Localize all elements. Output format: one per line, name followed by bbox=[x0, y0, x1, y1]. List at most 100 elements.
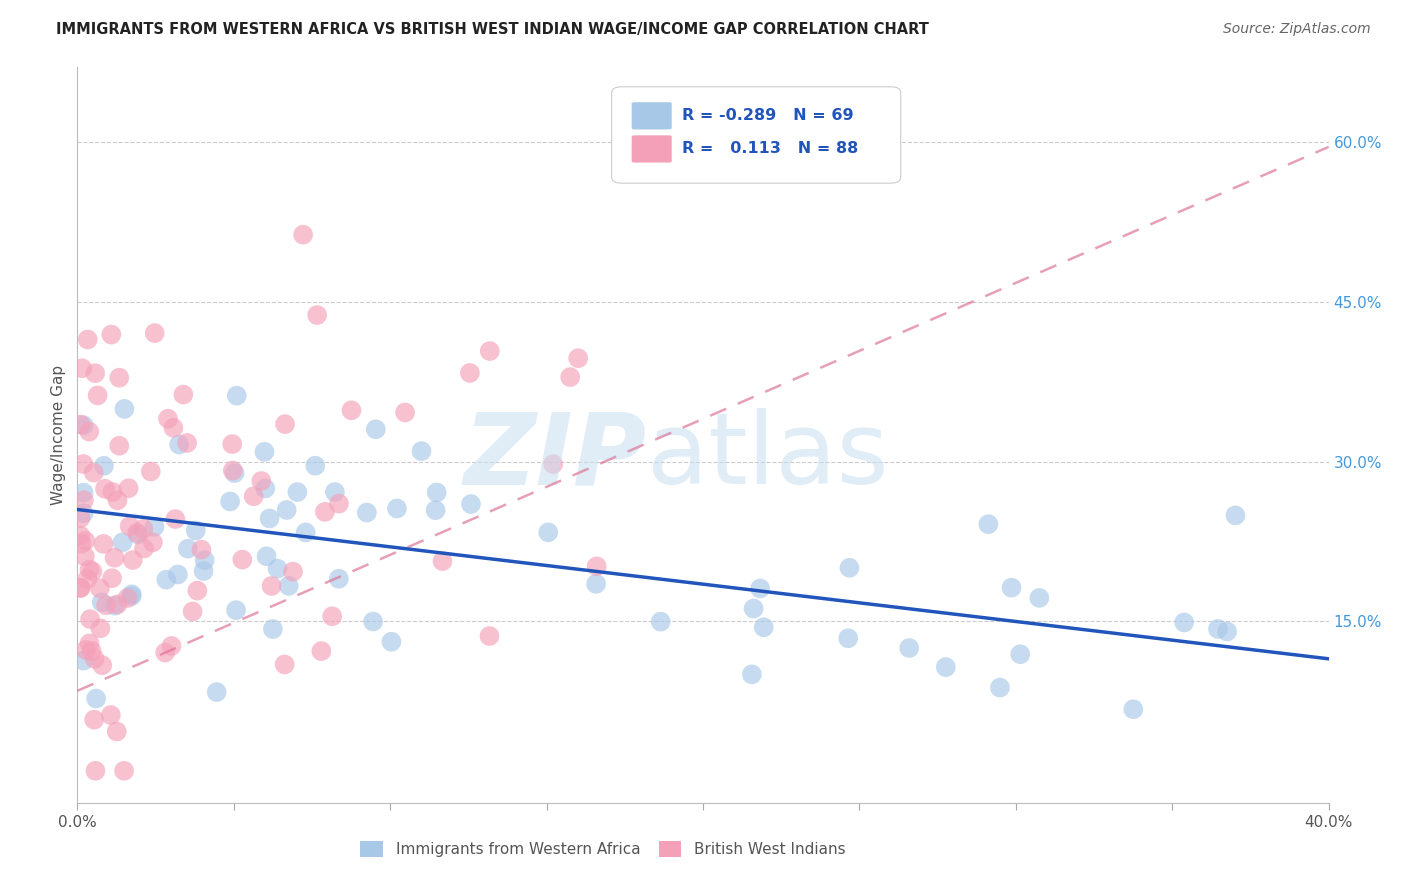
Point bbox=[111, 535, 134, 549]
Point bbox=[118, 519, 141, 533]
Point bbox=[132, 522, 155, 536]
Text: ZIP: ZIP bbox=[464, 409, 647, 506]
Point bbox=[73, 493, 96, 508]
Point bbox=[1225, 508, 1247, 523]
Point bbox=[104, 599, 127, 613]
Point bbox=[83, 713, 105, 727]
Point bbox=[70, 537, 93, 551]
Point bbox=[86, 388, 108, 402]
Point bbox=[93, 458, 115, 473]
Point bbox=[76, 333, 98, 347]
Point bbox=[837, 632, 859, 646]
Point bbox=[108, 370, 131, 384]
Point bbox=[93, 537, 115, 551]
Point bbox=[314, 505, 336, 519]
Point bbox=[91, 658, 114, 673]
Point bbox=[977, 517, 1000, 532]
Point bbox=[107, 598, 129, 612]
Point bbox=[75, 533, 97, 548]
Point bbox=[1028, 591, 1050, 605]
Point bbox=[935, 660, 957, 674]
Point bbox=[75, 643, 97, 657]
Point bbox=[112, 401, 135, 416]
Point bbox=[585, 559, 607, 574]
Point bbox=[101, 485, 124, 500]
Point bbox=[328, 497, 350, 511]
Point bbox=[425, 503, 447, 517]
Point bbox=[101, 571, 124, 585]
Point bbox=[162, 421, 184, 435]
Point bbox=[80, 644, 103, 658]
Point bbox=[838, 561, 860, 575]
Point bbox=[127, 527, 149, 541]
Point bbox=[478, 344, 501, 359]
Point bbox=[259, 511, 281, 525]
Point bbox=[253, 445, 276, 459]
Point bbox=[100, 708, 122, 723]
Point bbox=[281, 565, 304, 579]
Point bbox=[84, 691, 107, 706]
Point bbox=[79, 636, 101, 650]
Point bbox=[205, 685, 228, 699]
Point bbox=[537, 525, 560, 540]
Point bbox=[193, 564, 215, 578]
Point bbox=[432, 554, 454, 568]
Point bbox=[72, 457, 94, 471]
Point bbox=[221, 437, 243, 451]
Point bbox=[165, 512, 187, 526]
Point bbox=[107, 493, 129, 508]
Point bbox=[219, 494, 242, 508]
Point bbox=[72, 506, 94, 520]
Point bbox=[752, 620, 775, 634]
Point bbox=[172, 387, 194, 401]
Point bbox=[1010, 647, 1032, 661]
FancyBboxPatch shape bbox=[631, 103, 672, 129]
Point bbox=[307, 308, 329, 322]
Point bbox=[426, 485, 449, 500]
Point bbox=[176, 436, 198, 450]
Point bbox=[361, 615, 384, 629]
Point bbox=[69, 528, 91, 542]
Point bbox=[323, 485, 346, 500]
Point bbox=[70, 361, 93, 376]
Point bbox=[541, 457, 564, 471]
Point bbox=[385, 501, 408, 516]
Point bbox=[73, 549, 96, 564]
Point bbox=[69, 417, 91, 432]
Point bbox=[458, 366, 481, 380]
Point bbox=[1000, 581, 1022, 595]
Y-axis label: Wage/Income Gap: Wage/Income Gap bbox=[51, 365, 66, 505]
Point bbox=[242, 489, 264, 503]
Point bbox=[567, 351, 589, 366]
Point bbox=[89, 581, 111, 595]
Point bbox=[167, 567, 190, 582]
Point bbox=[117, 591, 139, 605]
Point bbox=[90, 595, 112, 609]
Point bbox=[142, 535, 165, 549]
Point bbox=[72, 418, 94, 433]
Point bbox=[585, 577, 607, 591]
Point bbox=[155, 573, 177, 587]
Point bbox=[79, 563, 101, 577]
Point bbox=[72, 485, 94, 500]
Point bbox=[394, 405, 416, 419]
Point bbox=[184, 524, 207, 538]
Point bbox=[250, 474, 273, 488]
Point bbox=[364, 422, 387, 436]
Point bbox=[742, 601, 765, 615]
Point bbox=[356, 506, 378, 520]
Point bbox=[190, 542, 212, 557]
Point bbox=[139, 465, 162, 479]
Point bbox=[1206, 622, 1229, 636]
Point bbox=[194, 553, 217, 567]
Point bbox=[478, 629, 501, 643]
Point bbox=[84, 366, 107, 380]
Point bbox=[749, 582, 772, 596]
Point bbox=[292, 227, 315, 242]
Point bbox=[89, 621, 111, 635]
Point bbox=[273, 657, 295, 672]
Point bbox=[231, 552, 253, 566]
Point bbox=[167, 437, 190, 451]
Point bbox=[1122, 702, 1144, 716]
Point bbox=[311, 644, 333, 658]
